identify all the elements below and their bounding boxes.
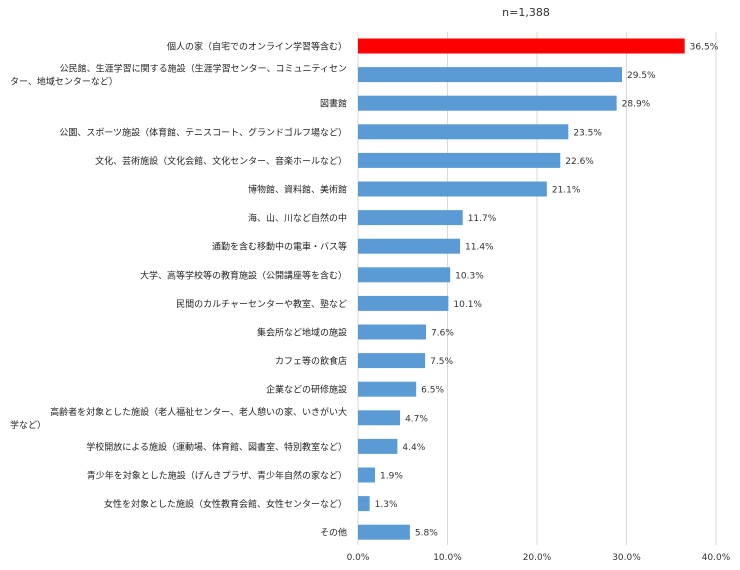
data-label: 11.7%: [468, 214, 497, 224]
bar: [358, 152, 561, 168]
bar: [358, 267, 451, 283]
category-label: 学校開放による施設（運動場、体育館、図書室、特別教室など）: [86, 441, 347, 453]
bar: [358, 524, 410, 540]
category-label: 文化、芸術施設（文化会館、文化センター、音楽ホールなど）: [95, 155, 347, 167]
bar: [358, 467, 376, 483]
category-label: 図書館: [320, 98, 347, 110]
bar: [358, 210, 463, 226]
category-label-continued: 学など）: [10, 419, 46, 431]
category-label: 個人の家（自宅でのオンライン学習等含む）: [167, 41, 347, 53]
data-label: 7.5%: [430, 357, 453, 367]
category-label: 大学、高等学校等の教育施設（公開講座等を含む）: [140, 269, 347, 281]
data-label: 11.4%: [465, 243, 494, 253]
category-label: 公民館、生涯学習に関する施設（生涯学習センター、コミュニティセン: [60, 63, 347, 75]
bar: [358, 496, 370, 512]
category-label-continued: ター、地域センターなど）: [10, 76, 118, 88]
sample-size-note: n=1,388: [502, 6, 550, 19]
category-label: 博物館、資料館、美術館: [248, 184, 347, 196]
category-label: 女性を対象とした施設（女性教育会館、女性センターなど）: [104, 498, 347, 510]
data-label: 6.5%: [421, 386, 444, 396]
data-label: 28.9%: [622, 100, 651, 110]
x-tick-label: 40.0%: [702, 553, 731, 563]
data-label: 29.5%: [627, 71, 656, 81]
data-label: 10.3%: [455, 271, 484, 281]
category-label: 高齢者を対象とした施設（老人福祉センター、老人憩いの家、いきがい大: [50, 406, 347, 418]
bar: [358, 238, 461, 254]
bar-highlight: [358, 38, 685, 54]
data-label: 36.5%: [690, 43, 719, 53]
category-label: 通勤を含む移動中の電車・バス等: [212, 241, 347, 253]
data-label: 21.1%: [552, 186, 581, 196]
category-label: 企業などの研修施設: [266, 384, 347, 396]
category-label: カフェ等の飲食店: [275, 355, 347, 367]
bar: [358, 95, 617, 111]
category-label: 青少年を対象とした施設（げんきプラザ、青少年自然の家など）: [87, 470, 347, 482]
bar: [358, 353, 426, 369]
x-tick-label: 30.0%: [612, 553, 641, 563]
data-label: 10.1%: [453, 300, 482, 310]
data-label: 5.8%: [415, 529, 438, 539]
data-label: 4.7%: [405, 414, 428, 424]
category-label: 海、山、川など自然の中: [248, 212, 347, 224]
category-label: 集会所など地域の施設: [257, 327, 347, 339]
data-label: 7.6%: [431, 329, 454, 339]
bar: [358, 410, 401, 426]
bar: [358, 67, 623, 83]
data-label: 1.9%: [380, 472, 403, 482]
category-label: 公園、スポーツ施設（体育館、テニスコート、グランドゴルフ場など）: [59, 126, 347, 138]
bar: [358, 181, 547, 197]
bar: [358, 381, 417, 397]
data-label: 23.5%: [573, 128, 602, 138]
category-label: 民間のカルチャーセンターや教室、塾など: [176, 298, 347, 310]
bar: [358, 295, 449, 311]
bar: [358, 124, 569, 140]
bar: [358, 324, 427, 340]
x-tick-label: 0.0%: [347, 553, 370, 563]
x-tick-label: 10.0%: [433, 553, 462, 563]
bar: [358, 438, 398, 454]
data-label: 1.3%: [375, 500, 398, 510]
data-label: 4.4%: [402, 443, 425, 453]
category-label: その他: [320, 527, 347, 539]
data-label: 22.6%: [565, 157, 594, 167]
x-tick-label: 20.0%: [523, 553, 552, 563]
